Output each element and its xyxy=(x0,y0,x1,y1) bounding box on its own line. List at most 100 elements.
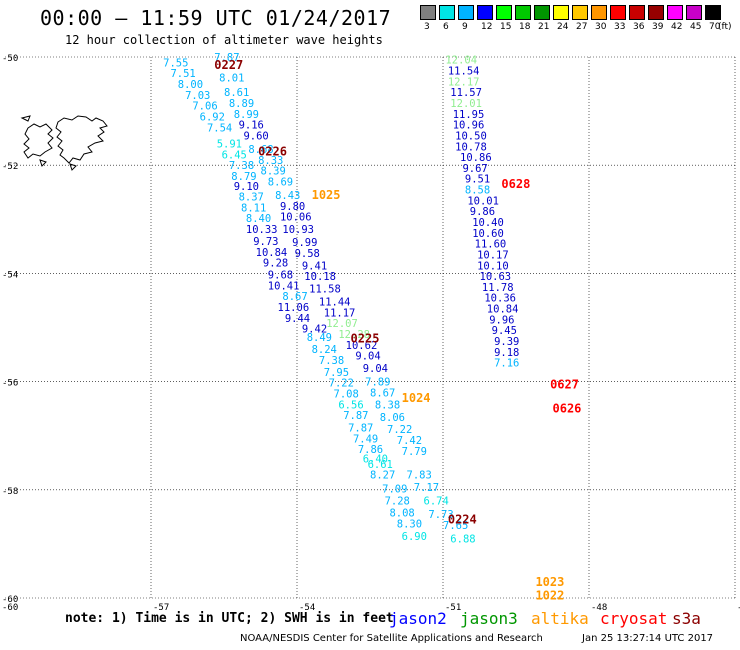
wave-height-value: 9.28 xyxy=(263,258,288,270)
wave-height-value: 7.89 xyxy=(365,377,390,389)
legend-label: 27 xyxy=(576,22,588,32)
wave-height-value: 9.41 xyxy=(302,260,327,272)
wave-height-value: 9.96 xyxy=(489,314,514,326)
credit-text: NOAA/NESDIS Center for Satellite Applica… xyxy=(240,633,543,644)
page-title: 00:00 – 11:59 UTC 01/24/2017 xyxy=(40,6,392,30)
legend-swatch-15 xyxy=(496,5,512,20)
wave-height-value: 9.60 xyxy=(243,130,268,142)
falkland-islet-1 xyxy=(20,115,31,122)
legend-label: 3 xyxy=(424,22,430,32)
track-label-0225: 0225 xyxy=(351,331,380,345)
lat-tick-label: -52 xyxy=(2,162,18,172)
wave-height-value: 8.40 xyxy=(246,213,271,225)
wave-height-value: 7.38 xyxy=(319,355,344,367)
wave-height-observations: 7.87 7.557.51 8.01 8.00 8.61 7.03 8.89 7.06 8.99… xyxy=(163,52,519,545)
legend-label: 70 xyxy=(709,22,721,32)
wave-height-value: 9.16 xyxy=(239,120,264,132)
wave-height-value: 11.78 xyxy=(482,282,514,294)
wave-height-value: 9.99 xyxy=(292,237,317,249)
wave-height-value: 7.06 xyxy=(192,101,217,113)
wave-height-value: 7.03 xyxy=(185,90,210,102)
wave-height-value: 8.49 xyxy=(307,332,332,344)
satellite-cryosat: cryosat xyxy=(600,609,668,628)
satellite-jason2: jason2 xyxy=(389,609,447,628)
wave-height-value: 6.74 xyxy=(424,496,449,508)
generated-timestamp: Jan 25 13:27:14 UTC 2017 xyxy=(582,633,714,644)
legend-label: 36 xyxy=(633,22,645,32)
wave-height-value: 10.84 xyxy=(256,247,288,259)
wave-height-value: 11.44 xyxy=(319,297,351,309)
wave-height-value: 7.87 xyxy=(214,52,239,64)
legend-swatch-3 xyxy=(420,5,436,20)
wave-height-value: 8.08 xyxy=(389,508,414,520)
wave-height-value: 10.50 xyxy=(455,130,487,142)
legend-swatch-27 xyxy=(572,5,588,20)
wave-height-value: 8.00 xyxy=(178,79,203,91)
wave-height-value: 7.79 xyxy=(402,446,427,458)
falkland-island-east xyxy=(55,115,108,164)
wave-height-value: 10.36 xyxy=(484,293,516,305)
track-label-1025: 1025 xyxy=(312,188,341,202)
legend-swatch-24 xyxy=(553,5,569,20)
lat-tick-label: -60 xyxy=(2,595,18,605)
wave-height-value: 6.90 xyxy=(402,531,427,543)
legend-unit: (ft) xyxy=(718,22,732,32)
wave-height-value: 10.06 xyxy=(280,212,312,224)
wave-height-value: 7.73 xyxy=(428,509,453,521)
wave-height-value: 7.95 xyxy=(324,367,349,379)
wave-height-value: 7.08 xyxy=(334,389,359,401)
wave-height-value: 7.55 xyxy=(163,57,188,69)
wave-height-value: 10.86 xyxy=(460,152,492,164)
legend-label: 12 xyxy=(481,22,493,32)
wave-height-value: 11.58 xyxy=(309,284,341,296)
legend-label: 39 xyxy=(652,22,664,32)
wave-height-value: 5.91 xyxy=(217,139,242,151)
grid-lines xyxy=(5,56,736,599)
wave-height-value: 8.43 xyxy=(275,190,300,202)
wave-height-value: 9.51 xyxy=(465,174,490,186)
longitude-labels: -57 -54 -51 -48 -45 -60 xyxy=(2,603,740,613)
satellite-altika: altika xyxy=(531,609,589,628)
lon-tick-label: -60 xyxy=(2,603,18,613)
falkland-islet-3 xyxy=(69,163,77,171)
legend-swatch-9 xyxy=(458,5,474,20)
legend-swatch-21 xyxy=(534,5,550,20)
wave-height-value: 7.22 xyxy=(329,378,354,390)
lat-tick-label: -50 xyxy=(2,54,18,64)
legend-swatch-12 xyxy=(477,5,493,20)
legend-label: 9 xyxy=(462,22,468,32)
legend-label: 45 xyxy=(690,22,702,32)
footer-note: note: 1) Time is in UTC; 2) SWH is in fe… xyxy=(65,611,394,626)
wave-height-value: 7.17 xyxy=(414,482,439,494)
wave-height-value: 10.63 xyxy=(480,271,512,283)
wave-height-value: 7.38 xyxy=(229,160,254,172)
wave-height-value: 11.06 xyxy=(278,302,310,314)
wave-height-value: 8.01 xyxy=(219,73,244,85)
wave-height-value: 10.96 xyxy=(453,120,485,132)
legend-swatch-42 xyxy=(667,5,683,20)
wave-height-value: 8.27 xyxy=(370,470,395,482)
wave-height-value: 7.49 xyxy=(353,433,378,445)
legend-swatch-39 xyxy=(648,5,664,20)
wave-height-value: 11.54 xyxy=(448,66,480,78)
latitude-labels: -50 -52 -54 -56 -58 -60 xyxy=(2,54,18,605)
wave-height-value: 11.17 xyxy=(324,307,356,319)
wave-height-value: 8.99 xyxy=(234,109,259,121)
wave-height-value: 9.73 xyxy=(253,236,278,248)
track-label-1024: 1024 xyxy=(402,391,431,405)
wave-height-value: 8.37 xyxy=(239,192,264,204)
wave-height-value: 8.61 xyxy=(224,87,249,99)
wave-height-value: 6.56 xyxy=(338,399,363,411)
wave-height-value: 11.57 xyxy=(450,87,482,99)
track-label-0227: 0227 xyxy=(214,58,243,72)
wave-height-value: 7.87 xyxy=(348,423,373,435)
wave-height-value: 10.78 xyxy=(455,141,487,153)
legend-label: 33 xyxy=(614,22,626,32)
wave-height-value: 7.22 xyxy=(387,424,412,436)
wave-height-value: 9.44 xyxy=(285,313,310,325)
legend-swatch-30 xyxy=(591,5,607,20)
page-subtitle: 12 hour collection of altimeter wave hei… xyxy=(65,33,383,47)
lat-tick-label: -56 xyxy=(2,379,18,389)
legend-label: 15 xyxy=(500,22,512,32)
